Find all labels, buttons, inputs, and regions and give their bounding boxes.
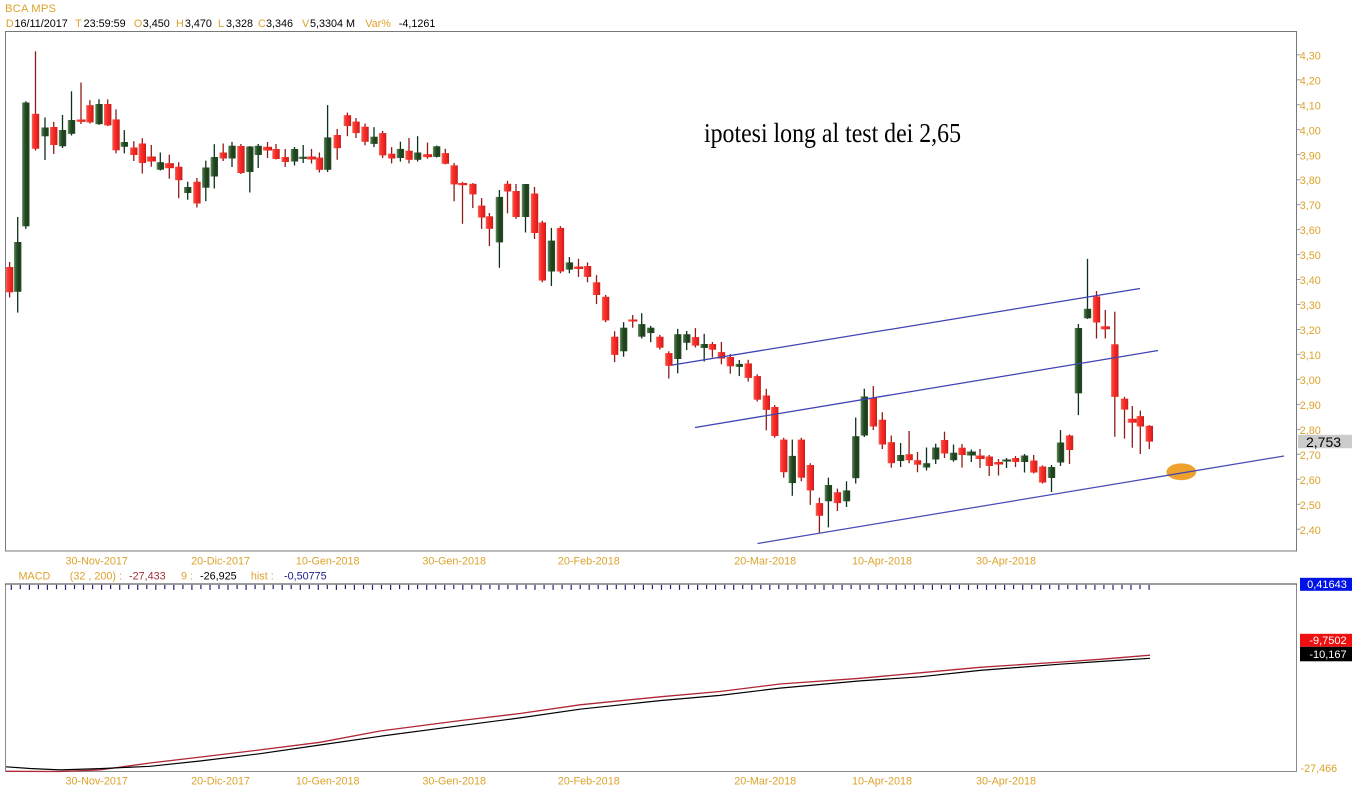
svg-text:BCA MPS: BCA MPS: [5, 3, 56, 15]
svg-text:30-Apr-2018: 30-Apr-2018: [976, 555, 1036, 567]
svg-text:10-Apr-2018: 10-Apr-2018: [852, 555, 912, 567]
svg-text:L: L: [218, 18, 224, 30]
svg-text:3,40: 3,40: [1300, 275, 1321, 287]
svg-text:10-Apr-2018: 10-Apr-2018: [852, 776, 912, 788]
svg-text:16/11/2017: 16/11/2017: [15, 18, 68, 30]
svg-text:O: O: [134, 18, 142, 30]
svg-text:30-Nov-2017: 30-Nov-2017: [65, 776, 127, 788]
svg-text:20-Mar-2018: 20-Mar-2018: [734, 555, 796, 567]
svg-text:3,50: 3,50: [1300, 250, 1321, 262]
svg-text:hist :: hist :: [251, 571, 274, 583]
svg-text:3,10: 3,10: [1300, 350, 1321, 362]
svg-text:-0,50775: -0,50775: [284, 571, 327, 583]
svg-text:20-Dic-2017: 20-Dic-2017: [191, 776, 250, 788]
svg-text:3,30: 3,30: [1300, 300, 1321, 312]
svg-text:-26,925: -26,925: [200, 571, 237, 583]
svg-text:D: D: [6, 18, 14, 30]
svg-text:3,90: 3,90: [1300, 150, 1321, 162]
svg-text:30-Nov-2017: 30-Nov-2017: [65, 555, 127, 567]
svg-text:20-Dic-2017: 20-Dic-2017: [191, 555, 250, 567]
svg-text:20-Mar-2018: 20-Mar-2018: [734, 776, 796, 788]
svg-text:ipotesi long al test dei 2,65: ipotesi long al test dei 2,65: [704, 118, 961, 148]
svg-text:2,70: 2,70: [1300, 450, 1321, 462]
svg-text:0,41643: 0,41643: [1307, 579, 1347, 591]
svg-text:MACD: MACD: [19, 571, 51, 583]
svg-text:10-Gen-2018: 10-Gen-2018: [296, 555, 360, 567]
svg-text:-4,1261: -4,1261: [399, 18, 436, 30]
svg-text:2,40: 2,40: [1300, 525, 1321, 537]
svg-text:3,450: 3,450: [143, 18, 170, 30]
svg-text:C: C: [258, 18, 266, 30]
svg-text:5,3304 M: 5,3304 M: [310, 18, 355, 30]
svg-text:-10,167: -10,167: [1309, 649, 1346, 661]
svg-text:2,60: 2,60: [1300, 475, 1321, 487]
svg-text:H: H: [176, 18, 184, 30]
svg-text:10-Gen-2018: 10-Gen-2018: [296, 776, 360, 788]
svg-text:30-Apr-2018: 30-Apr-2018: [976, 776, 1036, 788]
svg-text:3,328: 3,328: [226, 18, 253, 30]
svg-text:30-Gen-2018: 30-Gen-2018: [422, 776, 486, 788]
svg-text:3,60: 3,60: [1300, 225, 1321, 237]
svg-text:-27,466: -27,466: [1301, 763, 1338, 775]
svg-text:20-Feb-2018: 20-Feb-2018: [558, 555, 620, 567]
svg-text:4,30: 4,30: [1300, 50, 1321, 62]
svg-text:23:59:59: 23:59:59: [84, 18, 126, 30]
svg-text:-9,7502: -9,7502: [1309, 635, 1346, 647]
svg-text:(32 , 200) :: (32 , 200) :: [70, 571, 122, 583]
svg-text:3,470: 3,470: [185, 18, 212, 30]
svg-text:4,20: 4,20: [1300, 75, 1321, 87]
svg-text:30-Gen-2018: 30-Gen-2018: [422, 555, 486, 567]
svg-text:3,70: 3,70: [1300, 200, 1321, 212]
svg-text:9 :: 9 :: [181, 571, 193, 583]
svg-text:2,753: 2,753: [1306, 434, 1341, 450]
svg-text:2,80: 2,80: [1300, 425, 1321, 437]
svg-text:3,00: 3,00: [1300, 375, 1321, 387]
svg-text:T: T: [75, 18, 82, 30]
svg-text:4,10: 4,10: [1300, 100, 1321, 112]
svg-text:-27,433: -27,433: [129, 571, 166, 583]
svg-text:2,50: 2,50: [1300, 500, 1321, 512]
svg-text:2,90: 2,90: [1300, 400, 1321, 412]
svg-text:3,346: 3,346: [266, 18, 293, 30]
svg-text:20-Feb-2018: 20-Feb-2018: [558, 776, 620, 788]
svg-text:3,20: 3,20: [1300, 325, 1321, 337]
svg-text:V: V: [302, 18, 310, 30]
svg-text:3,80: 3,80: [1300, 175, 1321, 187]
svg-text:4,00: 4,00: [1300, 125, 1321, 137]
svg-text:Var%: Var%: [365, 18, 391, 30]
